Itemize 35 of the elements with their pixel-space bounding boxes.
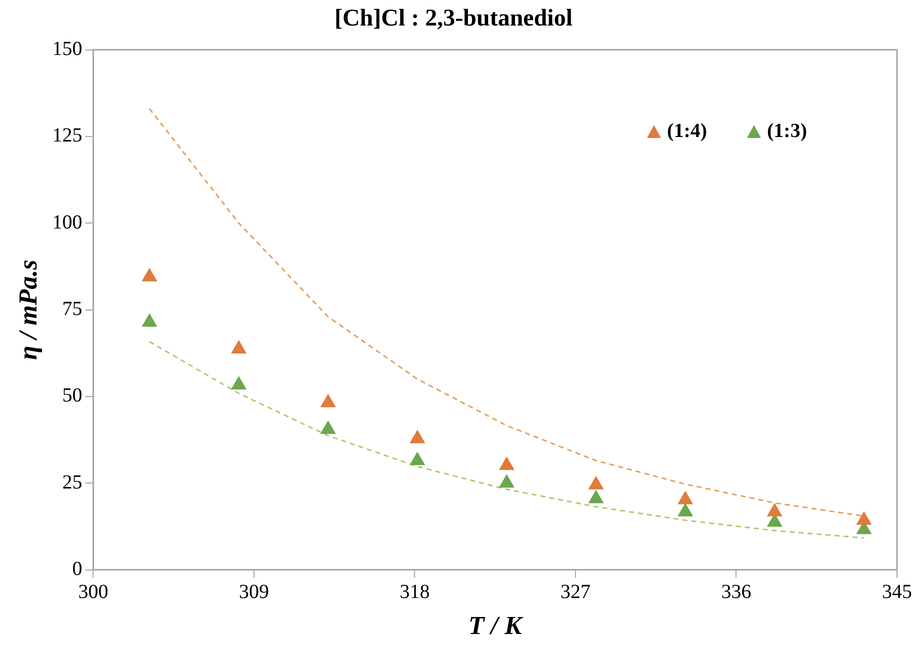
x-tick-label: 309 — [238, 581, 269, 604]
x-tick-label: 345 — [882, 581, 912, 604]
y-tick-label: 150 — [52, 38, 82, 60]
x-tick-label: 327 — [560, 581, 590, 604]
y-tick-label: 0 — [72, 558, 82, 580]
point — [499, 456, 514, 470]
y-tick-label: 100 — [52, 211, 82, 234]
legend-label: (1:3) — [767, 120, 807, 143]
point — [231, 376, 246, 390]
point — [588, 476, 604, 490]
y-tick-label: 75 — [62, 298, 82, 320]
y-tick-label: 50 — [62, 384, 82, 407]
legend-label: (1:4) — [667, 120, 708, 143]
point — [588, 490, 604, 504]
chart-title: [Ch]Cl : 2,3-butanediol — [334, 6, 573, 32]
point — [142, 268, 157, 282]
point — [410, 452, 425, 466]
y-axis-title: η / mPa.s — [13, 260, 42, 360]
y-tick-label: 125 — [52, 124, 82, 147]
x-axis-title: T / K — [468, 611, 524, 640]
point — [410, 430, 425, 444]
x-tick-label: 318 — [400, 581, 430, 604]
point — [142, 314, 157, 327]
x-tick-label: 300 — [78, 581, 108, 604]
point — [767, 503, 782, 516]
line-series — [148, 340, 865, 539]
point — [856, 512, 872, 525]
point — [320, 420, 336, 434]
point — [678, 503, 693, 516]
point — [499, 474, 514, 488]
x-tick-label: 336 — [721, 581, 752, 604]
point — [678, 491, 693, 504]
point — [320, 394, 336, 408]
point — [231, 340, 246, 354]
y-tick-label: 25 — [62, 471, 82, 494]
